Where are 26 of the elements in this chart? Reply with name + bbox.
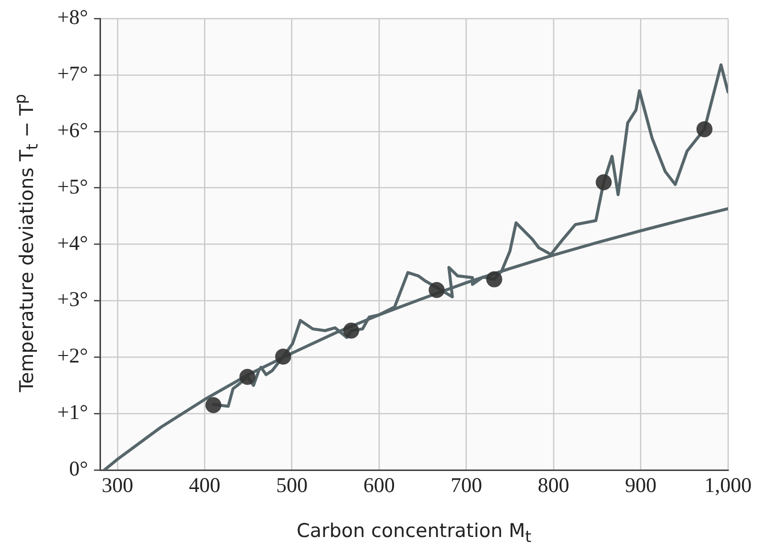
point bbox=[696, 121, 712, 138]
y-tick-label: +4° bbox=[57, 230, 88, 255]
x-axis-title: Carbon concentration M$_{t}$ bbox=[296, 520, 532, 546]
x-tick-label: 800 bbox=[538, 473, 570, 498]
x-tick-label: 400 bbox=[188, 473, 220, 498]
x-tick-label: 700 bbox=[450, 473, 482, 498]
y-tick-label: 0° bbox=[69, 456, 88, 481]
point bbox=[486, 271, 502, 288]
y-tick-label: +1° bbox=[57, 400, 88, 424]
y-tick-label: +8° bbox=[57, 5, 88, 30]
point bbox=[205, 397, 222, 414]
y-tick-label: +3° bbox=[57, 287, 88, 312]
point bbox=[239, 368, 256, 385]
x-tick-label: 300 bbox=[102, 473, 134, 498]
x-tick-label: 600 bbox=[363, 473, 395, 498]
y-tick-label: +7° bbox=[57, 62, 88, 86]
point bbox=[428, 282, 445, 298]
point bbox=[343, 322, 360, 339]
x-tick-label: 1,000 bbox=[704, 473, 752, 498]
x-tick-label: 900 bbox=[625, 473, 657, 498]
point bbox=[275, 348, 292, 365]
x-tick-label: 500 bbox=[276, 473, 308, 498]
point bbox=[596, 174, 612, 190]
y-tick-label: +5° bbox=[57, 174, 88, 198]
y-tick-label: +6° bbox=[57, 118, 88, 142]
y-tick-label: +2° bbox=[57, 344, 88, 368]
